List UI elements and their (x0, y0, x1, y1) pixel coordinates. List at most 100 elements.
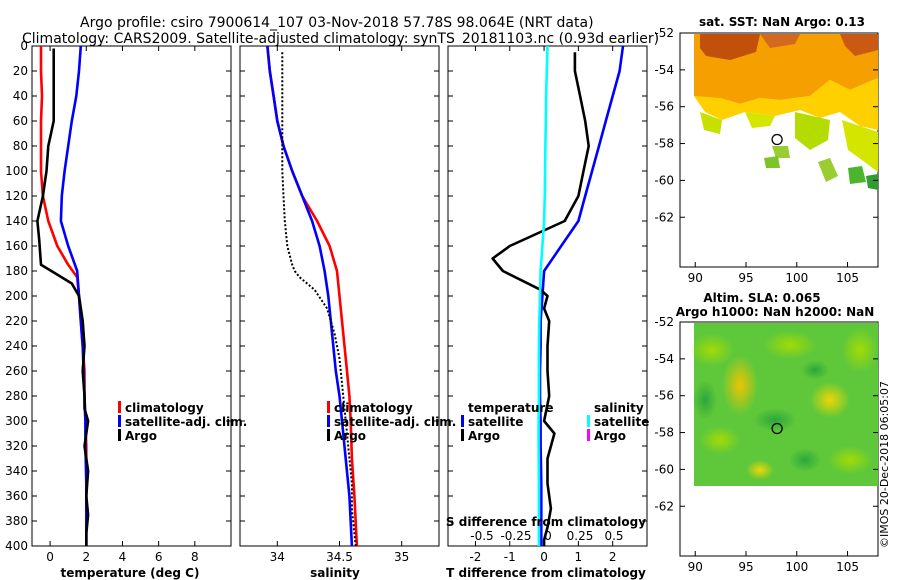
depth-tick-label: 200 (5, 289, 28, 303)
s-tick-label: -0.25 (500, 529, 531, 543)
diff-legend-s-argo: Argo (594, 429, 626, 443)
temperature-panel-frame (31, 45, 232, 547)
x-tick-label: -2 (469, 550, 481, 564)
salinity-legend-satellite: satellite-adj. clim. (334, 415, 456, 429)
map-x-tick-label: 90 (688, 271, 703, 285)
s-difference-axis-label: S difference from climatology (446, 515, 646, 529)
imos-watermark: ©IMOS 20-Dec-2018 06:05:07 (878, 381, 891, 548)
temperature-profile-lines (36, 46, 90, 546)
depth-tick-label: 300 (5, 414, 28, 428)
s-tick-label: 0 (544, 529, 552, 543)
depth-tick-label: 360 (5, 489, 28, 503)
map-y-tick-label: -54 (654, 63, 674, 77)
map-x-tick-label: 105 (836, 560, 859, 574)
salinity-legend-argo: Argo (334, 429, 366, 443)
map-y-tick-label: -60 (654, 462, 674, 476)
x-tick-label: 8 (191, 550, 199, 564)
salinity-legend: climatology satellite-adj. clim. Argo (327, 401, 456, 443)
map-y-tick-label: -54 (654, 352, 674, 366)
series-line-climatology (266, 46, 359, 546)
diff-legend-t-satellite: satellite (468, 415, 523, 429)
temperature-legend-satellite: satellite-adj. clim. (125, 415, 247, 429)
diff-legend-t-argo: Argo (468, 429, 500, 443)
series-line-satellite-adj-clim- (59, 46, 88, 546)
diff-legend-temperature-title: temperature (468, 401, 553, 415)
depth-tick-label: 20 (13, 64, 28, 78)
depth-tick-label: 400 (5, 539, 28, 553)
series-line-satellite-adj-clim- (266, 46, 354, 546)
x-tick-label: 2 (609, 550, 617, 564)
depth-tick-label: 280 (5, 389, 28, 403)
depth-tick-label: 340 (5, 464, 28, 478)
figure-title-line1: Argo profile: csiro 7900614_107 03-Nov-2… (80, 15, 594, 31)
s-tick-label: 0.25 (567, 529, 594, 543)
sst-argo-location-marker (771, 133, 783, 146)
map-y-tick-label: -58 (654, 137, 674, 151)
salinity-legend-climatology: climatology (334, 401, 413, 415)
depth-tick-label: 80 (13, 139, 28, 153)
difference-x-ticks: -2 -1 0 1 2 (448, 45, 647, 564)
salinity-x-ticks: 34 34.5 35 (240, 45, 439, 564)
x-tick-label: 34 (270, 550, 285, 564)
depth-tick-label: 240 (5, 339, 28, 353)
sla-map-axes: 90 95 100 105 -52 -54 -56 -58 -60 -62 (654, 315, 878, 574)
depth-tick-label: 220 (5, 314, 28, 328)
x-tick-label: 0 (46, 550, 54, 564)
x-tick-label: 35 (394, 550, 409, 564)
sla-map-title-line2: Argo h1000: NaN h2000: NaN (676, 305, 875, 319)
map-x-tick-label: 90 (688, 560, 703, 574)
difference-xlabel: T difference from climatology (446, 566, 646, 580)
s-difference-tick-labels: -0.5 -0.25 0 0.25 0.5 (470, 529, 623, 543)
x-tick-label: 1 (575, 550, 583, 564)
map-y-tick-label: -62 (654, 210, 674, 224)
depth-tick-label: 160 (5, 239, 28, 253)
temperature-legend: climatology satellite-adj. clim. Argo (118, 401, 247, 443)
temperature-xlabel: temperature (deg C) (61, 566, 200, 580)
x-tick-label: 4 (119, 550, 127, 564)
difference-legend-salinity: salinity satellite Argo (587, 401, 649, 443)
series-line-t-argo (491, 52, 591, 546)
figure-title-line2: Climatology: CARS2009. Satellite-adjuste… (22, 31, 659, 47)
sst-map-image (694, 34, 878, 190)
depth-tick-label: 140 (5, 214, 28, 228)
depth-tick-label: 180 (5, 264, 28, 278)
map-y-tick-label: -62 (654, 499, 674, 513)
depth-tick-label: 120 (5, 189, 28, 203)
depth-tick-label: 0 (20, 39, 28, 53)
depth-tick-label: 260 (5, 364, 28, 378)
temperature-legend-argo: Argo (125, 429, 157, 443)
difference-profile-lines (491, 46, 625, 546)
salinity-profile-lines (266, 46, 359, 546)
salinity-xlabel: salinity (310, 566, 360, 580)
map-y-tick-label: -60 (654, 173, 674, 187)
s-tick-label: 0.5 (604, 529, 623, 543)
x-tick-label: 2 (82, 550, 90, 564)
map-y-tick-label: -56 (654, 389, 674, 403)
depth-tick-label: 320 (5, 439, 28, 453)
map-y-tick-label: -52 (654, 26, 674, 40)
sla-map-title-line1: Altim. SLA: 0.065 (703, 291, 820, 305)
s-tick-label: -0.5 (470, 529, 493, 543)
x-tick-label: 34.5 (326, 550, 353, 564)
depth-tick-label: 40 (13, 89, 28, 103)
sst-map-title: sat. SST: NaN Argo: 0.13 (699, 15, 865, 29)
map-y-tick-label: -56 (654, 100, 674, 114)
map-x-tick-label: 95 (738, 271, 753, 285)
depth-tick-label: 380 (5, 514, 28, 528)
map-y-tick-label: -58 (654, 426, 674, 440)
series-line-argo (36, 48, 90, 546)
sst-map-axes: 90 95 100 105 -52 -54 -56 -58 -60 -62 (654, 26, 878, 285)
x-tick-label: -1 (504, 550, 516, 564)
diff-legend-salinity-title: salinity (594, 401, 644, 415)
map-x-tick-label: 100 (785, 560, 808, 574)
map-y-tick-label: -52 (654, 315, 674, 329)
sla-map-image (690, 323, 878, 486)
series-line-t-satellite (538, 46, 625, 546)
temperature-legend-climatology: climatology (125, 401, 204, 415)
temperature-x-ticks: 0 2 4 6 8 (32, 45, 231, 564)
map-x-tick-label: 100 (785, 271, 808, 285)
depth-tick-label: 60 (13, 114, 28, 128)
x-tick-label: 0 (540, 550, 548, 564)
map-x-tick-label: 95 (738, 560, 753, 574)
